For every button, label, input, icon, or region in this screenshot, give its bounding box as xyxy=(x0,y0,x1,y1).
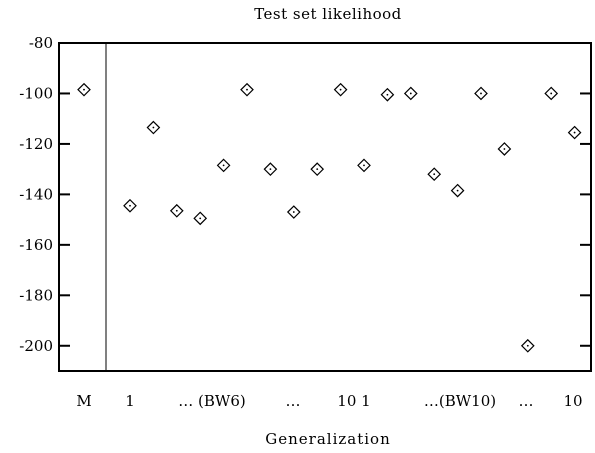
data-point-12 xyxy=(380,87,395,102)
data-point-7 xyxy=(263,162,278,177)
diamond-marker xyxy=(193,211,208,226)
diamond-marker xyxy=(567,125,582,140)
data-point-13 xyxy=(403,86,418,101)
x-axis-label: Generalization xyxy=(265,430,390,448)
diamond-marker xyxy=(169,203,184,218)
plot-border xyxy=(58,42,592,372)
y-tick-label-5: -180 xyxy=(19,286,53,304)
x-tick-label-1: 1 xyxy=(125,392,135,410)
diamond-marker xyxy=(286,205,301,219)
y-tick-label-6: -200 xyxy=(19,337,53,355)
diamond-marker xyxy=(216,158,231,173)
diamond-marker xyxy=(520,338,535,353)
marker-center-dot xyxy=(433,173,436,176)
marker-center-dot xyxy=(292,211,295,213)
data-point-20 xyxy=(567,125,582,140)
data-point-4 xyxy=(193,211,208,226)
data-point-10 xyxy=(333,82,348,97)
data-point-16 xyxy=(474,86,488,101)
x-tick-label-6: … xyxy=(519,392,534,410)
diamond-marker xyxy=(240,82,254,97)
data-point-15 xyxy=(450,183,465,198)
marker-center-dot xyxy=(175,209,178,212)
data-point-3 xyxy=(169,203,184,218)
data-point-17 xyxy=(497,142,512,156)
marker-center-dot xyxy=(409,92,412,95)
marker-center-dot xyxy=(339,88,342,91)
diamond-marker xyxy=(474,86,488,101)
marker-center-dot xyxy=(503,148,506,150)
marker-center-dot xyxy=(246,88,248,91)
diamond-marker xyxy=(357,158,371,173)
data-point-8 xyxy=(286,205,301,219)
marker-center-dot xyxy=(199,217,202,220)
diamond-marker xyxy=(77,82,91,97)
marker-center-dot xyxy=(550,92,553,95)
diamond-marker xyxy=(333,82,348,97)
diamond-marker xyxy=(123,198,137,213)
data-point-19 xyxy=(544,86,559,101)
marker-center-dot xyxy=(269,168,272,171)
diamond-marker xyxy=(310,162,325,177)
x-tick-label-0: M xyxy=(76,392,91,410)
marker-center-dot xyxy=(480,92,482,95)
diamond-marker xyxy=(403,86,418,101)
diamond-marker xyxy=(427,167,442,182)
y-tick-label-3: -140 xyxy=(19,185,53,203)
marker-center-dot xyxy=(456,189,459,192)
x-axis-tick-labels: M 1 … (BW6) … 10 1 …(BW10) … 10 xyxy=(76,392,582,410)
y-tick-label-1: -100 xyxy=(19,84,53,102)
marker-center-dot xyxy=(129,204,131,207)
x-tick-label-7: 10 xyxy=(563,392,582,410)
diamond-marker xyxy=(497,142,512,156)
marker-center-dot xyxy=(222,164,225,167)
diamond-marker xyxy=(544,86,559,101)
data-point-6 xyxy=(240,82,254,97)
data-point-0 xyxy=(77,82,91,97)
marker-center-dot xyxy=(386,93,389,96)
x-tick-label-4: 10 1 xyxy=(337,392,370,410)
data-point-18 xyxy=(520,338,535,353)
x-tick-label-5: …(BW10) xyxy=(424,392,496,410)
diamond-marker xyxy=(146,120,161,135)
marker-center-dot xyxy=(526,344,529,347)
data-point-2 xyxy=(146,120,161,135)
data-point-11 xyxy=(357,158,371,173)
data-point-14 xyxy=(427,167,442,182)
chart-title: Test set likelihood xyxy=(254,5,402,23)
x-tick-label-3: … xyxy=(286,392,301,410)
y-axis-ticks: -80 -100 -120 -140 -160 -180 -200 xyxy=(19,34,591,355)
y-tick-label-2: -120 xyxy=(19,135,53,153)
marker-center-dot xyxy=(573,131,576,134)
x-tick-label-2: … (BW6) xyxy=(178,392,245,410)
data-points xyxy=(77,82,582,353)
diamond-marker xyxy=(380,87,395,102)
y-tick-label-0: -80 xyxy=(29,34,53,52)
data-point-1 xyxy=(123,198,137,213)
marker-center-dot xyxy=(316,168,319,171)
data-point-9 xyxy=(310,162,325,177)
y-tick-label-4: -160 xyxy=(19,236,53,254)
marker-center-dot xyxy=(83,88,85,91)
marker-center-dot xyxy=(152,126,155,129)
diamond-marker xyxy=(450,183,465,198)
data-point-5 xyxy=(216,158,231,173)
plot-frame xyxy=(58,42,592,372)
marker-center-dot xyxy=(363,164,365,167)
diamond-marker xyxy=(263,162,278,177)
